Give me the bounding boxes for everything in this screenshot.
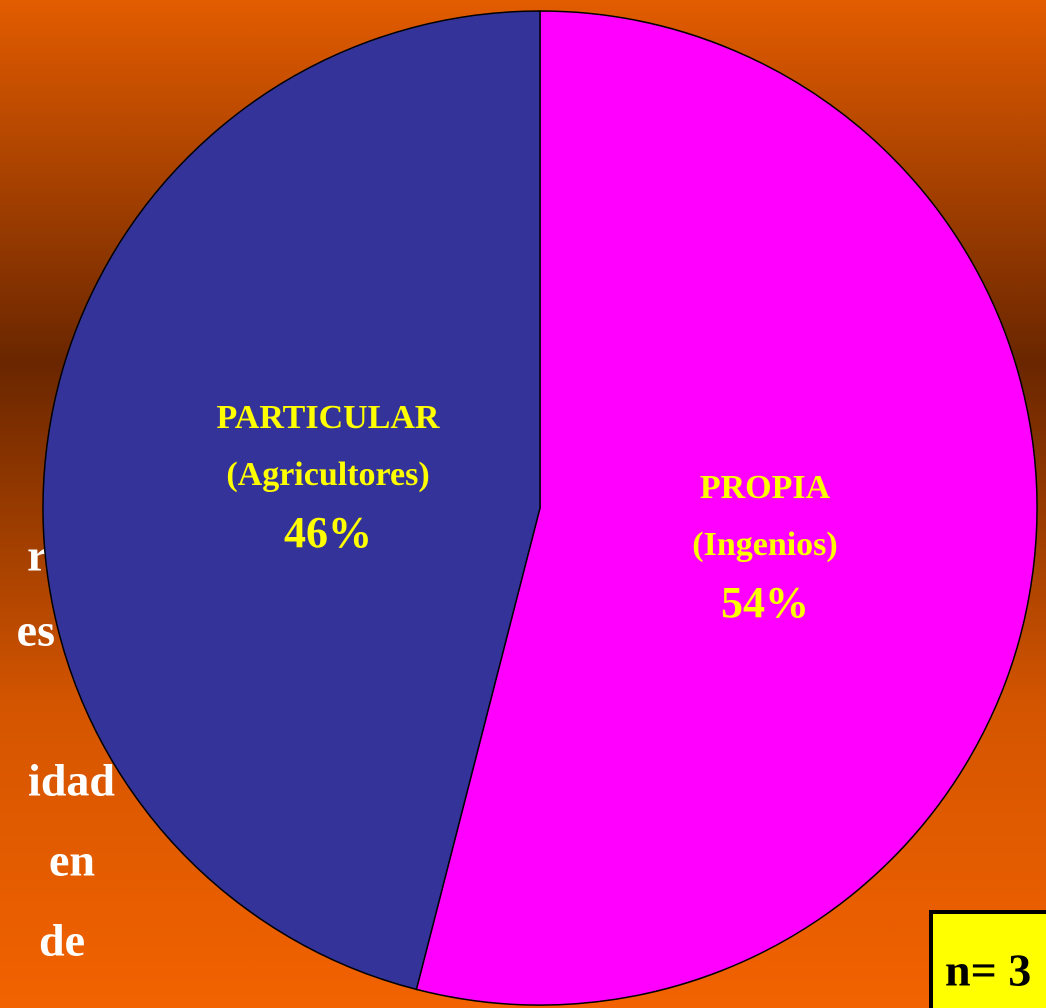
pie-slice [415,10,1038,1006]
background-text: es [17,605,55,656]
background-text: idad [28,755,115,806]
note-text: n= 3 [945,945,1031,996]
pie-slice [42,10,541,991]
background-text: en [49,835,95,886]
slice-sublabel: (Ingenios) [692,526,837,563]
value-label: 46% [284,508,372,557]
note-box [929,910,1046,1008]
slice-sublabel: (Agricultores) [226,456,429,493]
value-label: 54% [721,578,809,627]
background-text: de [39,915,85,966]
slice-label: PROPIA [700,469,831,506]
slice-label: PARTICULAR [217,399,440,436]
